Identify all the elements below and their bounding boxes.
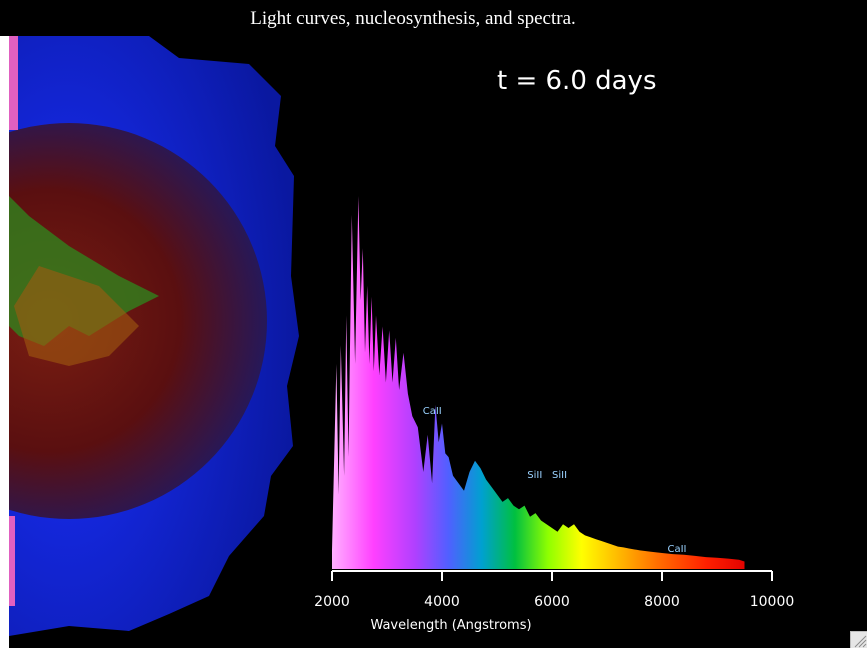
time-readout: t = 6.0 days	[497, 66, 657, 96]
spectrum-plot	[332, 196, 745, 569]
x-axis	[331, 570, 773, 581]
caption-title: Light curves, nucleosynthesis, and spect…	[250, 8, 576, 29]
spectral-line-label: CaII	[422, 406, 442, 418]
caption-bar: Light curves, nucleosynthesis, and spect…	[0, 0, 867, 36]
orange-mixing-plumes	[14, 266, 139, 366]
animation-frame: t = 6.0 days 2000 4000 6000 8000 10000 Wavel…	[9, 36, 867, 648]
spectral-line-label: CaII	[667, 544, 687, 556]
x-tick-label: 2000	[314, 594, 350, 610]
spectrum-scene	[9, 36, 773, 636]
x-tick-label: 6000	[534, 594, 570, 610]
pink-edge-strip	[9, 36, 18, 130]
x-tick-label: 4000	[424, 594, 460, 610]
supernova-simulation-image	[9, 36, 299, 636]
spectrum-area	[332, 196, 745, 569]
spectral-line-label: SiII	[527, 469, 543, 481]
x-axis-label: Wavelength (Angstroms)	[370, 618, 532, 633]
ejecta-sphere	[9, 123, 267, 519]
pink-edge-strip-bottom	[9, 516, 15, 606]
spectral-line-label: SiII	[552, 469, 568, 481]
resize-grip-icon[interactable]	[850, 631, 867, 648]
x-tick-label: 10000	[749, 594, 795, 610]
x-tick-label: 8000	[644, 594, 680, 610]
